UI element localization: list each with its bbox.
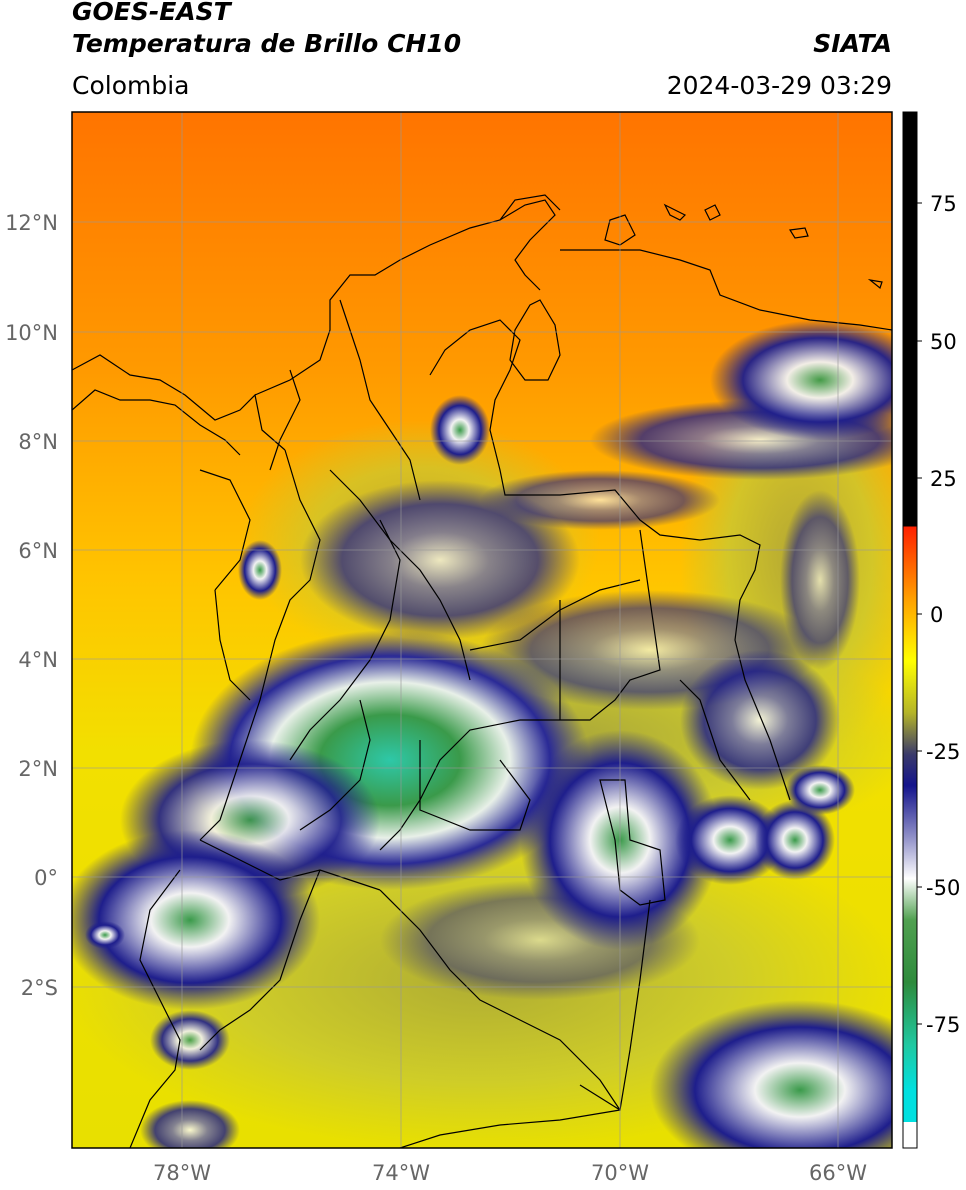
lat-label: 2°S: [21, 976, 58, 1000]
title-line-2: Temperatura de Brillo CH10: [72, 29, 462, 58]
country-borders: [72, 194, 892, 1148]
colorbar-label: 50: [930, 330, 957, 354]
colorbar-label: -50: [926, 876, 960, 900]
colorbar-ticks: [917, 202, 922, 1025]
latitude-axis: 12°N 10°N 8°N 6°N 4°N 2°N 0° 2°S: [5, 211, 58, 1000]
colorbar-label: -75: [926, 1013, 960, 1037]
title-line-1: GOES-EAST: [72, 0, 231, 26]
lon-label: 70°W: [591, 1161, 649, 1185]
colorbar-label: 0: [930, 603, 943, 627]
colorbar-label: -25: [926, 740, 960, 764]
lat-label: 12°N: [5, 211, 58, 235]
agency-label: SIATA: [813, 29, 892, 58]
colorbar-label: 75: [930, 192, 957, 216]
lat-label: 2°N: [18, 757, 58, 781]
lat-label: 0°: [34, 866, 58, 890]
timestamp-label: 2024-03-29 03:29: [666, 71, 892, 100]
colorbar-ramp: [902, 111, 918, 1149]
lon-label: 74°W: [372, 1161, 430, 1185]
longitude-axis: 78°W 74°W 70°W 66°W: [153, 1161, 867, 1185]
lon-label: 66°W: [809, 1161, 867, 1185]
lat-label: 8°N: [18, 430, 58, 454]
lat-label: 4°N: [18, 648, 58, 672]
lat-label: 10°N: [5, 321, 58, 345]
colorbar: 75 50 25 0 -25 -50 -75: [902, 111, 960, 1149]
brightness-temperature-field: [72, 112, 892, 1148]
lat-label: 6°N: [18, 539, 58, 563]
colorbar-label: 25: [930, 467, 957, 491]
graticule: [72, 112, 892, 1148]
map-frame: [71, 111, 893, 1149]
region-label: Colombia: [72, 71, 190, 100]
lon-label: 78°W: [153, 1161, 211, 1185]
